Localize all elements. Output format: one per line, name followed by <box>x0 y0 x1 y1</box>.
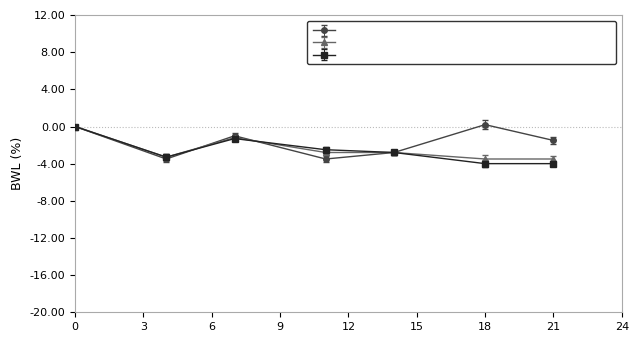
Legend: ビヒクル、ｐｏ、ｑｄ、２１日間, 実施例１２、３０ｍｇ／ｋｇ、ｐｏ、ｑｄ、２１日間, 実施例１２、５０ｍｇ／ｋｇ、ｐｏ、ｑｄ、２１日間: ビヒクル、ｐｏ、ｑｄ、２１日間, 実施例１２、３０ｍｇ／ｋｇ、ｐｏ、ｑｄ、２１日… <box>307 21 616 64</box>
Y-axis label: BWL (%): BWL (%) <box>11 137 24 190</box>
